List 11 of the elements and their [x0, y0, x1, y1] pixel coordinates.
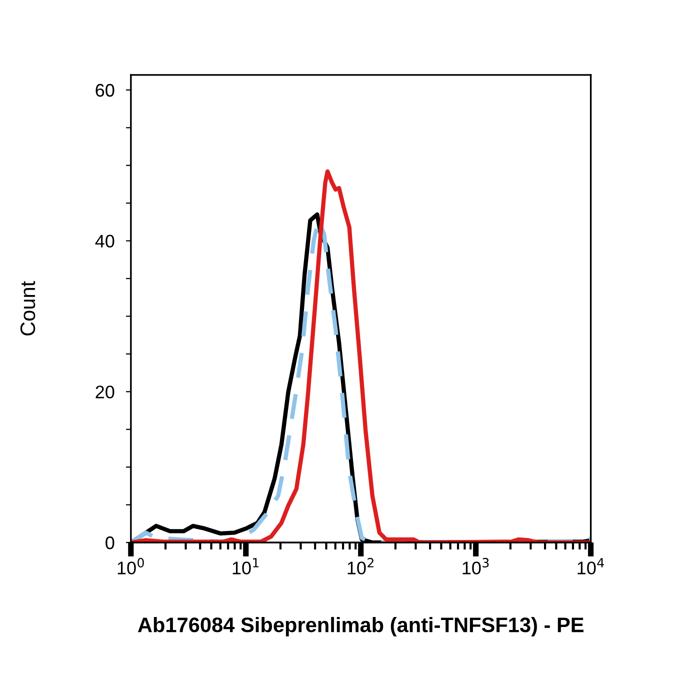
x-tick-label: 10$^{0}$	[118, 558, 144, 574]
y-tick-label: 60	[96, 84, 114, 97]
x-tick-label: 10$^{2}$	[348, 558, 374, 574]
x-tick-label: 10$^{1}$	[232, 558, 259, 574]
y-axis-title: Count	[20, 281, 36, 336]
x-tick-label: 10$^{4}$	[578, 558, 604, 574]
x-tick-label: 10$^{3}$	[462, 558, 489, 574]
y-tick-label: 20	[96, 386, 114, 398]
y-tick-label: 40	[95, 234, 114, 248]
y-tick-label: 0	[106, 536, 114, 550]
x-axis-title: Ab176084 Sibeprenlimab (anti-TNFSF13) - PE	[138, 616, 584, 636]
